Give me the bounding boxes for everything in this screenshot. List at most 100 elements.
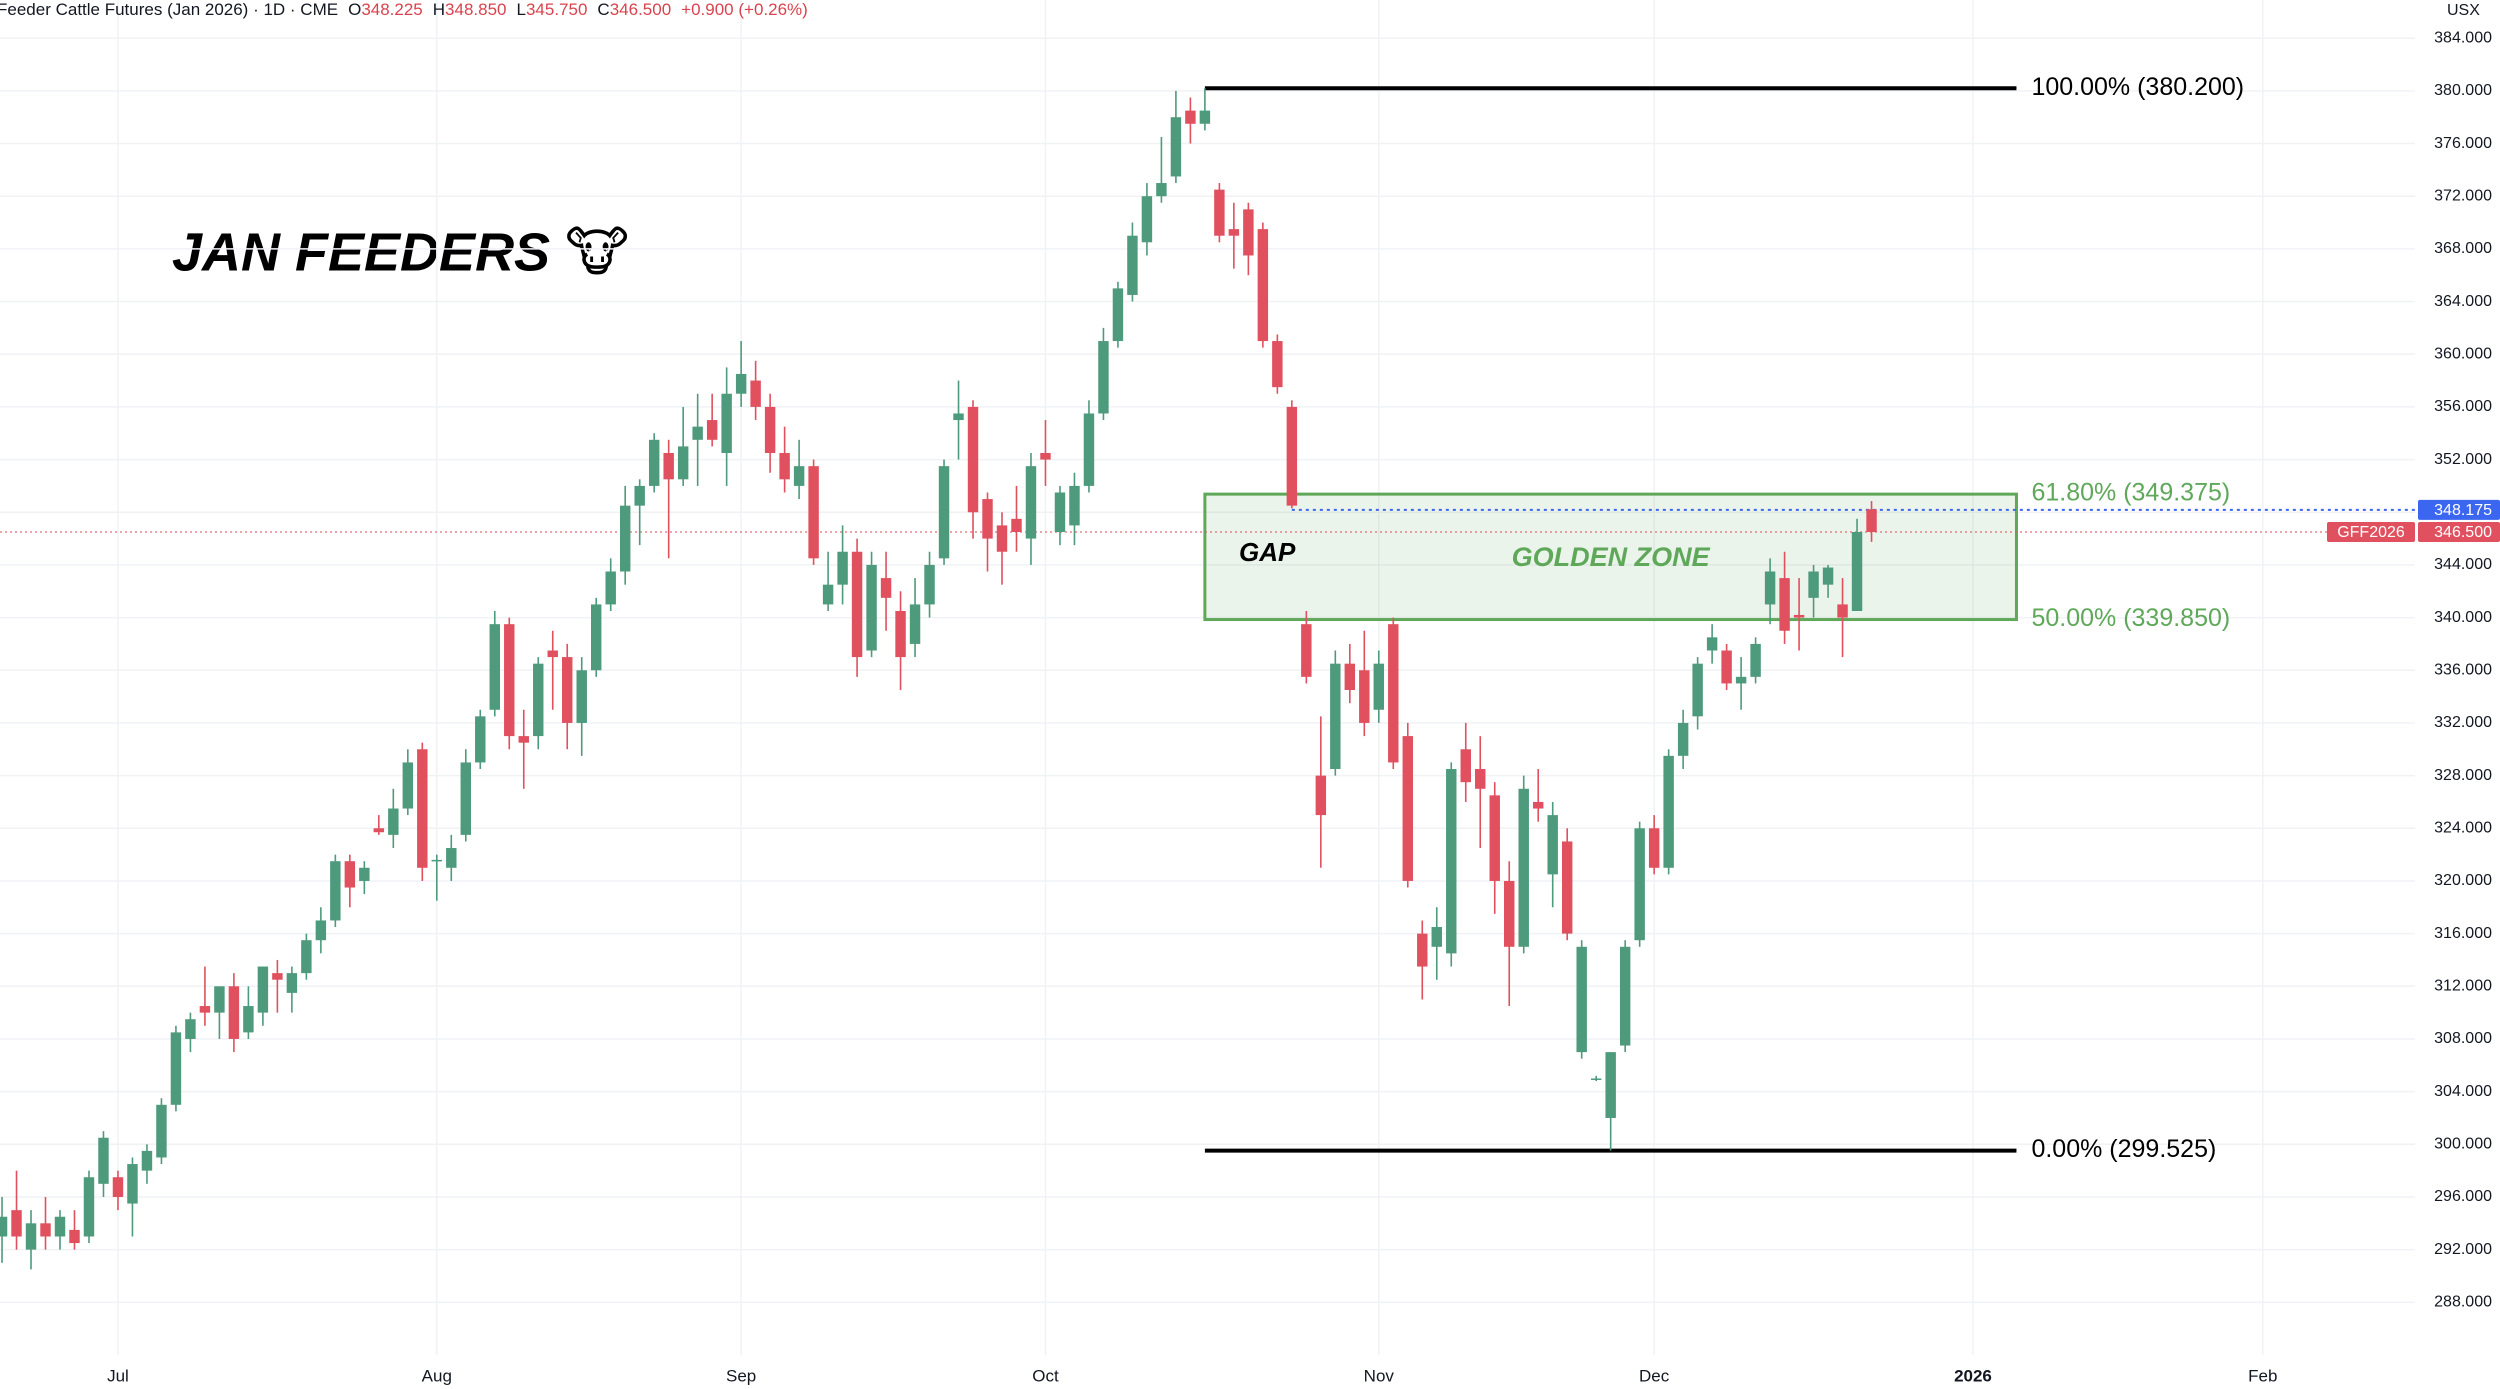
candle-body (1272, 341, 1283, 388)
candle-body (460, 762, 472, 835)
candle-body (735, 373, 747, 394)
candle-body (996, 525, 1008, 552)
candle-body (1156, 183, 1167, 197)
x-tick-label: Nov (1364, 1366, 1395, 1385)
candle-body (1330, 663, 1341, 770)
annotation: GAP (1239, 537, 1296, 567)
candle-body (1431, 927, 1442, 947)
y-tick-label: 292.000 (2434, 1241, 2492, 1258)
candle-body (982, 499, 993, 539)
candle-body (112, 1177, 124, 1197)
candle-body (1141, 196, 1153, 243)
y-tick-label: 324.000 (2434, 819, 2492, 836)
candle-body (1489, 795, 1500, 881)
candle-body (504, 624, 515, 737)
candle-body (1576, 946, 1587, 1053)
candle-body (895, 611, 906, 658)
candle-body (837, 551, 848, 585)
candle-body (1808, 571, 1819, 598)
golden-zone (1203, 492, 2018, 622)
y-tick-label: 336.000 (2434, 661, 2492, 678)
price-tag-label: 346.500 (2434, 524, 2492, 541)
candle-body (1692, 663, 1703, 717)
candle-body (1373, 663, 1385, 710)
ohlc-key: O (348, 0, 362, 19)
candle-body (228, 986, 240, 1039)
candle-body (1851, 531, 1863, 612)
y-tick-label: 312.000 (2434, 978, 2492, 995)
candle-body (330, 861, 341, 921)
candle-body (1721, 650, 1732, 684)
candle-body (170, 1032, 182, 1105)
candle-body (446, 848, 457, 868)
candle-body (431, 859, 443, 862)
candle-body (677, 446, 689, 480)
candle-body (1446, 769, 1457, 954)
marks (0, 86, 2415, 1270)
candle-body (851, 551, 863, 658)
candle-body (953, 413, 964, 421)
price-tag (2418, 499, 2500, 520)
x-tick-label: Feb (2248, 1366, 2277, 1385)
x-tick-label: Aug (422, 1366, 452, 1385)
candle-body (1677, 722, 1689, 756)
ohlc-key: H (432, 0, 446, 19)
fib-label: 0.00% (299.525) (2031, 1135, 2216, 1163)
y-tick-label: 364.000 (2434, 293, 2492, 310)
candle-body (127, 1164, 138, 1204)
candle-body (1054, 492, 1066, 532)
x-tick-label: Jul (107, 1366, 129, 1385)
candle-body (344, 861, 356, 888)
legend-header: Feeder Cattle Futures (Jan 2026) · 1D · … (0, 0, 808, 20)
candle-body (764, 406, 776, 453)
x-tick-label: Sep (726, 1366, 756, 1385)
labels: 288.000 292.000 296.000 300.000 304.000 308.0… (107, 2, 2500, 1385)
candle-body (1822, 567, 1834, 585)
candle-body (1590, 1078, 1602, 1080)
candle-body (1011, 518, 1022, 532)
candle-body (1663, 755, 1674, 868)
y-tick-label: 288.000 (2434, 1294, 2492, 1311)
y-tick-label: 380.000 (2434, 82, 2492, 99)
candle-body (822, 584, 834, 605)
candle-body (1388, 624, 1399, 763)
candle-body (663, 452, 674, 480)
candle-body (1547, 815, 1558, 875)
candle-body (1402, 736, 1414, 881)
candle-body (692, 426, 703, 440)
fib-label: 100.00% (380.200) (2031, 73, 2244, 101)
candle-body (1127, 235, 1138, 295)
candle-body (1518, 788, 1529, 947)
candle-body (605, 571, 616, 605)
annotation: GOLDEN ZONE (1512, 542, 1711, 572)
y-tick-label: 352.000 (2434, 451, 2492, 468)
candle-body (967, 406, 979, 513)
candle-body (475, 716, 486, 763)
candle-body (1750, 643, 1761, 677)
fib-label: 50.00% (339.850) (2031, 604, 2230, 632)
ohlc: O348.225 H348.850 L345.750 C346.500 (338, 0, 671, 19)
candle-body (243, 1006, 254, 1033)
x-tick-label: Oct (1032, 1366, 1059, 1385)
candle-body (199, 1006, 211, 1013)
candle-body (489, 624, 500, 710)
y-tick-label: 376.000 (2434, 135, 2492, 152)
y-tick-label: 332.000 (2434, 714, 2492, 731)
candle-body (286, 973, 298, 993)
candle-body (373, 828, 385, 833)
candle-body (83, 1177, 95, 1237)
y-tick-label: 344.000 (2434, 556, 2492, 573)
candle-body (1460, 749, 1471, 783)
candle-body (1083, 413, 1095, 486)
candle-body (1199, 110, 1211, 124)
candle-body (1257, 229, 1269, 342)
y-tick-label: 304.000 (2434, 1083, 2492, 1100)
y-tick-label: 296.000 (2434, 1188, 2492, 1205)
candle-body (909, 604, 921, 644)
ohlc-key: C (597, 0, 610, 19)
candle-body (590, 604, 602, 671)
change: +0.900 (+0.26%) (681, 0, 808, 19)
candle-body (156, 1104, 167, 1158)
ohlc-key: L (516, 0, 526, 19)
candle-body (417, 749, 428, 868)
